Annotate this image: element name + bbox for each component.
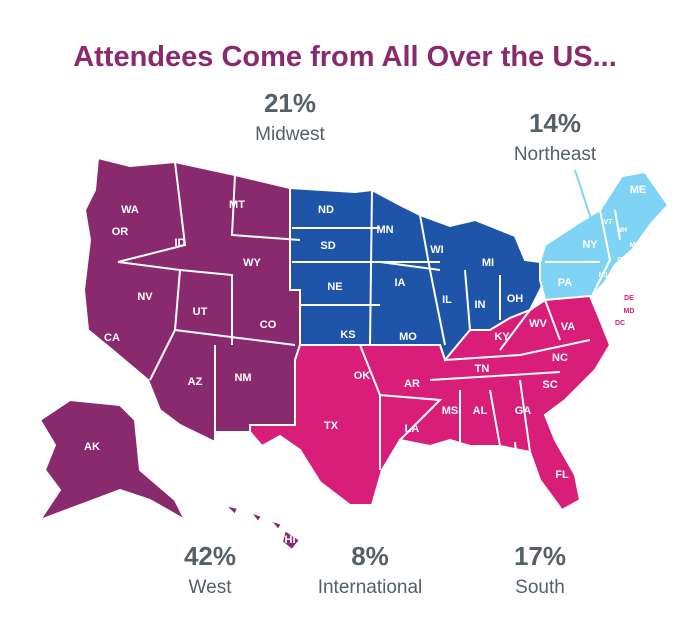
region-share: 21% — [264, 88, 316, 118]
state-label: PA — [558, 277, 573, 289]
state-label: HI — [285, 534, 296, 546]
region-shape — [221, 503, 240, 517]
state-border — [179, 269, 233, 345]
state-label: DE — [624, 295, 634, 302]
region-share: 17% — [514, 541, 566, 571]
state-label: IL — [442, 294, 452, 306]
pointer-line — [294, 149, 311, 186]
state-border — [369, 189, 373, 346]
state-label: SC — [542, 379, 557, 391]
pointer-line — [514, 441, 526, 549]
state-label: MN — [376, 224, 393, 236]
state-label: TX — [324, 420, 339, 432]
state-label: OH — [507, 293, 524, 305]
state-border — [444, 339, 591, 361]
state-label: NC — [552, 352, 568, 364]
state-border — [359, 344, 443, 441]
state-label: NY — [582, 239, 598, 251]
state-label: MS — [442, 405, 459, 417]
region-shape — [280, 528, 302, 552]
state-label: WY — [243, 257, 261, 269]
state-label: ID — [175, 237, 186, 249]
state-label: AR — [404, 378, 420, 390]
state-label: SD — [320, 240, 335, 252]
region-name: Northeast — [514, 144, 597, 165]
region-name: Midwest — [255, 124, 325, 145]
state-label: KY — [494, 331, 510, 343]
state-label: MA — [630, 242, 641, 249]
region-name: West — [189, 577, 233, 598]
state-label: ME — [630, 184, 647, 196]
state-label: VA — [561, 321, 576, 333]
state-border — [499, 309, 531, 351]
state-border — [117, 261, 182, 381]
state-label: CT — [617, 257, 627, 264]
state-label: DC — [615, 320, 625, 327]
state-label: NE — [327, 281, 342, 293]
region-shape — [37, 398, 188, 523]
state-label: RI — [644, 254, 651, 261]
state-label: OR — [112, 226, 129, 238]
state-label: MI — [482, 257, 494, 269]
state-label: GA — [515, 405, 532, 417]
state-border — [117, 161, 187, 263]
region-shape — [247, 509, 264, 524]
state-label: MT — [229, 199, 245, 211]
state-border — [379, 261, 441, 271]
state-label: AZ — [188, 376, 203, 388]
state-label: WA — [121, 204, 139, 216]
state-label: CO — [260, 319, 277, 331]
state-label: WV — [529, 318, 547, 330]
pointer-line — [574, 169, 593, 223]
state-label: AK — [84, 441, 100, 453]
state-border — [614, 209, 621, 241]
state-label: TN — [475, 363, 490, 375]
state-label: MO — [399, 331, 417, 343]
region-name: International — [318, 577, 423, 598]
state-border — [544, 299, 561, 341]
title: Attendees Come from All Over the US... — [73, 41, 617, 73]
region-shape — [82, 156, 301, 444]
state-border — [519, 379, 531, 453]
state-label: UT — [193, 306, 208, 318]
state-border — [174, 329, 296, 346]
state-label: WI — [430, 244, 443, 256]
state-label: CA — [104, 332, 120, 344]
state-border — [419, 214, 446, 346]
region-shape — [267, 517, 284, 532]
state-border — [591, 209, 612, 297]
pointer-line — [204, 439, 211, 549]
region-share: 8% — [351, 541, 389, 571]
state-border — [230, 174, 301, 241]
state-label: FL — [555, 469, 569, 481]
state-label: AL — [473, 405, 488, 417]
state-label: IN — [475, 299, 486, 311]
state-label: NM — [234, 372, 251, 384]
region-share: 14% — [529, 108, 581, 138]
state-label: OK — [354, 370, 371, 382]
region-name: South — [515, 577, 565, 598]
state-label: MD — [624, 308, 635, 315]
state-label: NJ — [599, 272, 608, 279]
state-border — [429, 371, 561, 381]
state-border — [489, 389, 501, 447]
state-label: IA — [395, 277, 406, 289]
state-label: LA — [405, 423, 420, 435]
state-label: ND — [318, 204, 334, 216]
state-border — [464, 269, 471, 331]
region-shape — [249, 294, 612, 512]
state-label: NV — [137, 291, 153, 303]
state-label: NH — [617, 227, 627, 234]
state-label: VT — [604, 219, 614, 226]
state-label: KS — [340, 329, 355, 341]
